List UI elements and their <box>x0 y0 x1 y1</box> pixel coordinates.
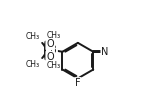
Text: CH₃: CH₃ <box>26 60 40 69</box>
Text: F: F <box>75 78 81 88</box>
Text: CH₃: CH₃ <box>26 32 40 41</box>
Text: CH₃: CH₃ <box>47 61 61 70</box>
Text: O: O <box>46 52 54 62</box>
Text: CH₃: CH₃ <box>47 31 61 40</box>
Text: N: N <box>101 47 109 57</box>
Text: O: O <box>46 39 54 49</box>
Text: B: B <box>50 45 57 55</box>
